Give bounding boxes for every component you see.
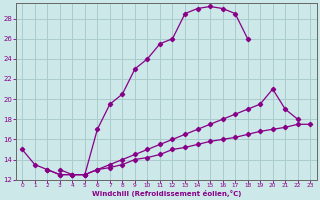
X-axis label: Windchill (Refroidissement éolien,°C): Windchill (Refroidissement éolien,°C) xyxy=(92,190,241,197)
